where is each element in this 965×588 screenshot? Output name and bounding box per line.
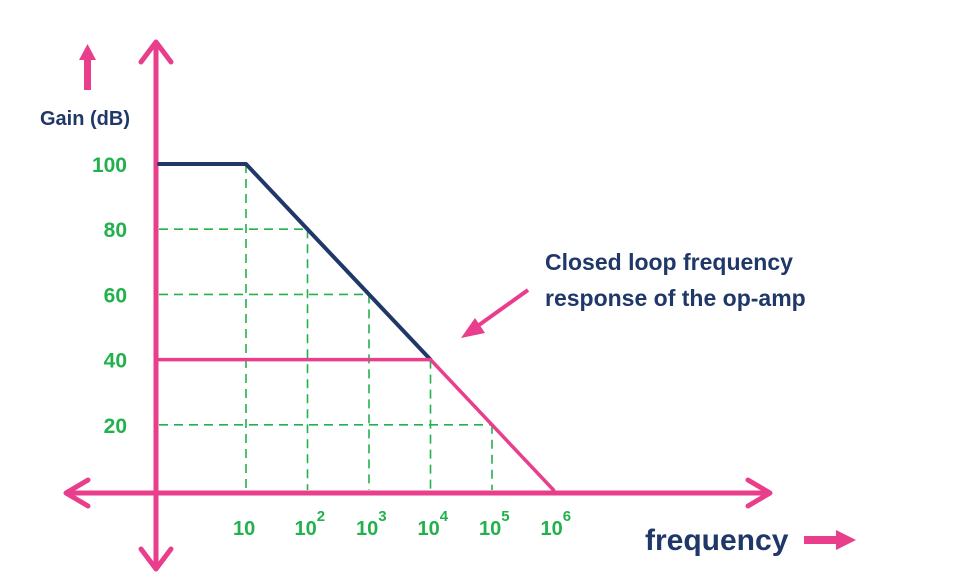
x-tick-label: 10 [233, 518, 255, 540]
x-tick-label: 105 [479, 508, 510, 540]
series-line-0 [157, 162, 433, 362]
y-axis-label: Gain (dB) [40, 108, 130, 130]
y-tick-labels: 100 80 60 40 20 [92, 154, 127, 438]
y-tick-label: 20 [104, 415, 127, 438]
y-axis-arrow-bottom [138, 546, 174, 572]
frequency-right-arrow-icon [804, 530, 856, 550]
annotation-line-1: Closed loop frequency [545, 249, 793, 275]
annotation: Closed loop frequency response of the op… [461, 249, 806, 338]
y-axis-arrow-top [138, 39, 174, 65]
annotation-arrow-icon [461, 288, 530, 338]
x-tick-label: 103 [356, 508, 387, 540]
grid-guides [159, 164, 493, 490]
x-tick-label: 102 [295, 508, 326, 540]
x-axis-arrow-right [745, 477, 773, 509]
x-tick-label: 104 [418, 508, 449, 540]
series-line-1 [157, 357, 556, 492]
y-tick-label: 60 [104, 284, 127, 307]
y-tick-label: 80 [104, 219, 127, 242]
x-axis-arrow-left [63, 477, 91, 509]
y-tick-label: 100 [92, 154, 127, 177]
gain-up-arrow-icon [79, 44, 96, 90]
annotation-line-2: response of the op-amp [545, 285, 806, 311]
axes [63, 39, 773, 572]
x-tick-label: 106 [541, 508, 572, 540]
x-axis-label: frequency [645, 524, 789, 557]
y-tick-label: 40 [104, 350, 127, 373]
series-lines [157, 162, 556, 492]
x-tick-labels: 10 102 103 104 105 106 [233, 508, 571, 540]
